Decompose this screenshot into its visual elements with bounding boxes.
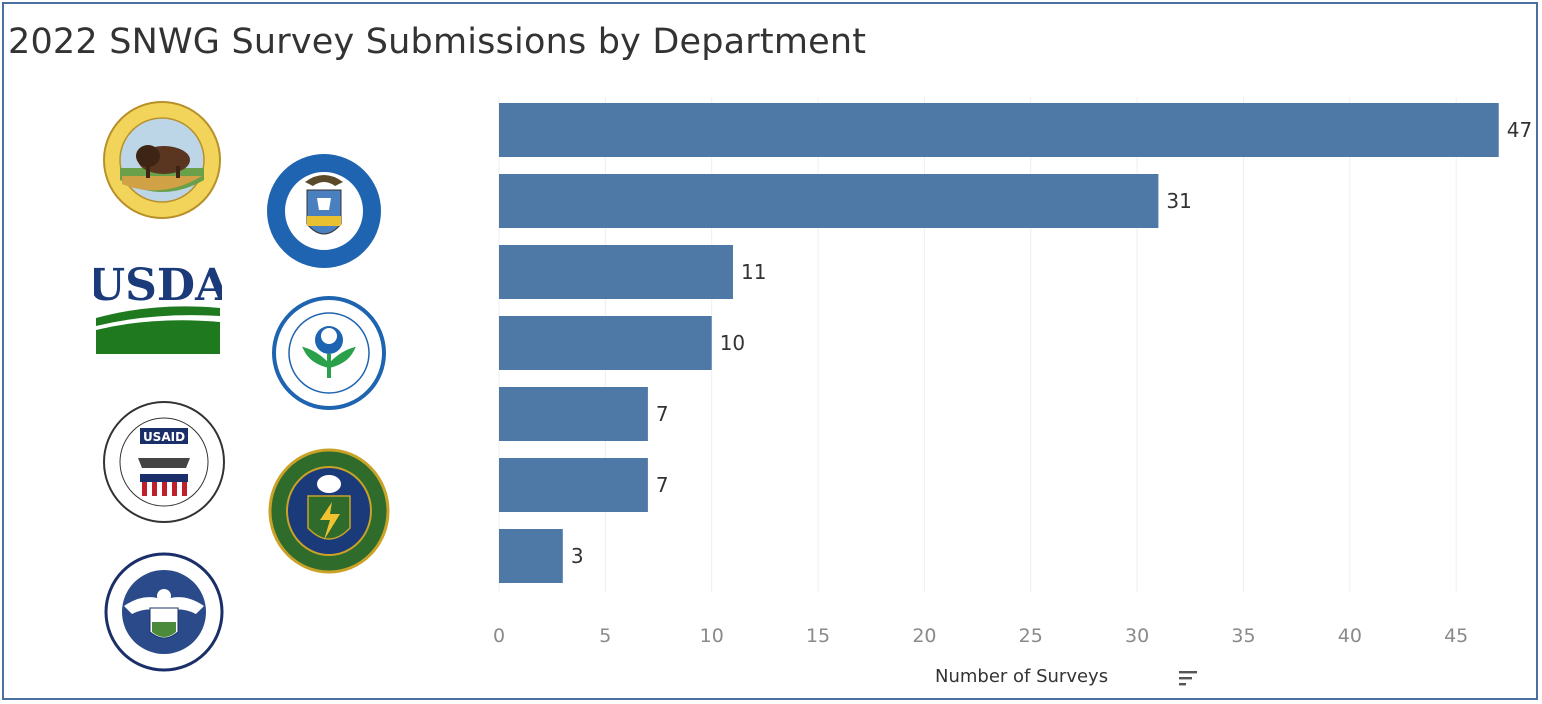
- data-label: 7: [656, 473, 669, 497]
- epa-seal-icon: [272, 296, 386, 410]
- x-tick-label: 5: [599, 625, 611, 647]
- x-tick-label: 45: [1444, 625, 1468, 647]
- x-axis-title: Number of Surveys: [935, 666, 1109, 687]
- x-tick-label: 25: [1019, 625, 1043, 647]
- bar[interactable]: [499, 529, 563, 583]
- x-tick-label: 0: [493, 625, 505, 647]
- data-label: 11: [741, 260, 766, 284]
- usaid-seal-icon: USAID: [103, 401, 225, 523]
- homeland-security-seal-icon: [104, 552, 224, 672]
- x-tick-label: 10: [700, 625, 724, 647]
- x-tick-label: 35: [1231, 625, 1255, 647]
- sort-icon[interactable]: [1178, 668, 1198, 688]
- x-tick-label: 40: [1338, 625, 1362, 647]
- svg-text:USDA: USDA: [94, 260, 222, 311]
- x-tick-label: 30: [1125, 625, 1149, 647]
- interior-seal-icon: [103, 101, 221, 219]
- data-label: 47: [1507, 118, 1532, 142]
- commerce-seal-icon: [267, 154, 381, 268]
- bar[interactable]: [499, 458, 648, 512]
- svg-text:USAID: USAID: [143, 430, 185, 444]
- energy-seal-icon: [268, 448, 390, 574]
- chart-title: 2022 SNWG Survey Submissions by Departme…: [8, 22, 867, 62]
- x-tick-label: 15: [806, 625, 830, 647]
- x-tick-label: 20: [912, 625, 936, 647]
- data-label: 7: [656, 402, 669, 426]
- data-label: 10: [720, 331, 745, 355]
- data-label: 31: [1166, 189, 1191, 213]
- bar[interactable]: [499, 174, 1159, 228]
- usda-logo-icon: USDA: [94, 260, 222, 354]
- bar[interactable]: [499, 245, 733, 299]
- bar[interactable]: [499, 387, 648, 441]
- data-label: 3: [571, 544, 584, 568]
- bar[interactable]: [499, 103, 1499, 157]
- bar[interactable]: [499, 316, 712, 370]
